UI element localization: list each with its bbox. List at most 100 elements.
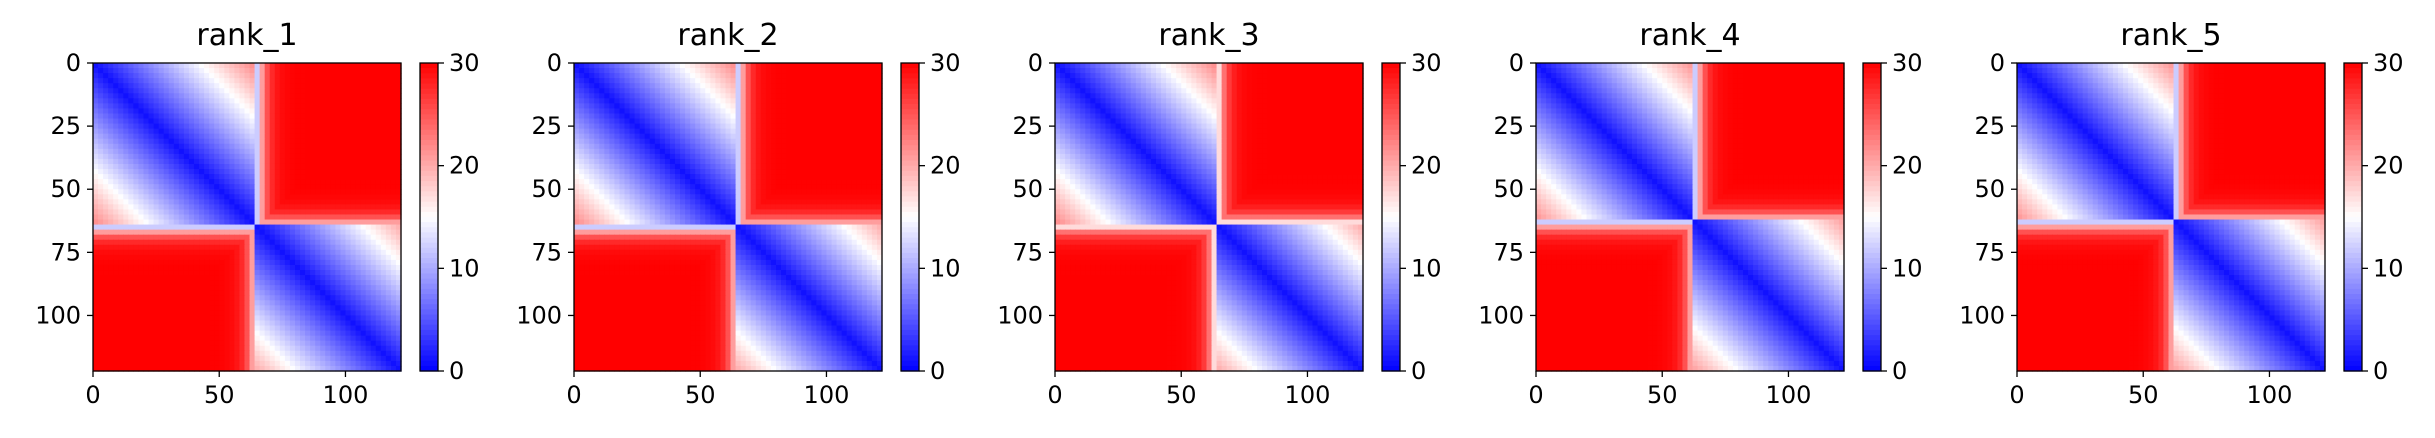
heatmap-cell: [700, 103, 706, 110]
heatmap-cell: [193, 325, 200, 332]
heatmap-cell: [365, 169, 372, 175]
heatmap-cell: [214, 340, 220, 347]
heatmap-cell: [765, 128, 772, 135]
heatmap-cell: [796, 103, 802, 110]
heatmap-cell: [249, 229, 256, 236]
heatmap-cell: [178, 340, 185, 347]
heatmap-cell: [604, 143, 610, 150]
heatmap-cell: [796, 113, 802, 120]
heatmap-cell: [183, 194, 190, 200]
heatmap-cell: [355, 158, 362, 165]
heatmap-cell: [604, 133, 610, 140]
heatmap-cell: [138, 214, 145, 221]
heatmap-cell: [113, 350, 119, 357]
heatmap-cell: [199, 285, 205, 291]
heatmap-cell: [700, 158, 706, 165]
heatmap-cell: [178, 138, 185, 145]
heatmap-cell: [274, 108, 281, 115]
heatmap-cell: [234, 63, 241, 69]
heatmap-cell: [158, 158, 165, 165]
heatmap-cell: [320, 93, 326, 99]
heatmap-cell: [370, 118, 377, 125]
heatmap-cell: [735, 153, 742, 160]
heatmap-cell: [209, 264, 215, 271]
heatmap-cell: [229, 234, 235, 241]
heatmap-cell: [365, 83, 372, 89]
heatmap-cell: [375, 128, 382, 135]
heatmap-cell: [153, 113, 160, 120]
heatmap-cell: [188, 254, 195, 261]
heatmap-cell: [294, 98, 301, 104]
heatmap-cell: [274, 174, 281, 180]
heatmap-cell: [239, 330, 246, 337]
heatmap-cell: [259, 229, 266, 236]
heatmap-cell: [214, 158, 220, 165]
heatmap-cell: [300, 153, 306, 160]
heatmap-cell: [204, 98, 210, 104]
heatmap-cell: [103, 340, 109, 347]
heatmap-cell: [289, 98, 296, 104]
heatmap-cell: [380, 355, 387, 362]
heatmap-cell: [360, 174, 367, 180]
heatmap-cell: [168, 123, 175, 130]
heatmap-cell: [249, 264, 256, 271]
heatmap-cell: [229, 345, 235, 352]
heatmap-cell: [866, 123, 873, 130]
heatmap-cell: [345, 199, 352, 205]
heatmap-cell: [816, 103, 823, 110]
heatmap-cell: [279, 244, 286, 251]
heatmap-cell: [163, 340, 170, 347]
heatmap-cell: [239, 285, 246, 291]
heatmap-cell: [153, 123, 160, 130]
heatmap-cell: [750, 143, 757, 150]
heatmap-cell: [108, 335, 114, 342]
heatmap-cell: [360, 264, 367, 271]
heatmap-cell: [214, 280, 220, 286]
heatmap-cell: [871, 118, 878, 125]
heatmap-cell: [629, 83, 636, 89]
heatmap-cell: [674, 123, 681, 130]
heatmap-cell: [294, 138, 301, 145]
heatmap-cell: [300, 214, 306, 221]
heatmap-cell: [279, 310, 286, 317]
heatmap-cell: [791, 73, 797, 79]
heatmap-cell: [219, 229, 225, 236]
heatmap-cell: [173, 310, 180, 317]
heatmap-cell: [209, 280, 215, 286]
heatmap-cell: [846, 88, 853, 94]
heatmap-cell: [669, 128, 676, 135]
heatmap-cell: [224, 264, 230, 271]
heatmap-cell: [289, 194, 296, 200]
heatmap-cell: [168, 305, 175, 312]
heatmap-cell: [204, 128, 210, 135]
heatmap-cell: [294, 108, 301, 115]
heatmap-cell: [375, 179, 382, 185]
heatmap-cell: [199, 204, 205, 211]
heatmap-cell: [199, 259, 205, 266]
heatmap-cell: [735, 78, 742, 84]
heatmap-cell: [98, 153, 104, 160]
heatmap-cell: [375, 63, 382, 69]
heatmap-cell: [770, 138, 777, 145]
heatmap-cell: [345, 128, 352, 135]
heatmap-cell: [163, 78, 170, 84]
heatmap-cell: [856, 68, 863, 74]
heatmap-cell: [193, 194, 200, 200]
heatmap-cell: [624, 93, 631, 99]
heatmap-cell: [239, 158, 246, 165]
heatmap-cell: [385, 123, 392, 130]
heatmap-cell: [876, 68, 883, 74]
heatmap-cell: [93, 305, 99, 312]
heatmap-cell: [148, 73, 155, 79]
heatmap-cell: [690, 118, 696, 125]
colorbar-segment: [420, 104, 438, 110]
heatmap-cell: [163, 270, 170, 276]
heatmap-cell: [310, 365, 316, 372]
heatmap-cell: [163, 295, 170, 301]
heatmap-cell: [715, 153, 722, 160]
heatmap-cell: [244, 305, 251, 312]
heatmap-cell: [811, 148, 817, 155]
heatmap-cell: [98, 340, 104, 347]
heatmap-cell: [816, 113, 823, 120]
heatmap-cell: [365, 229, 372, 236]
